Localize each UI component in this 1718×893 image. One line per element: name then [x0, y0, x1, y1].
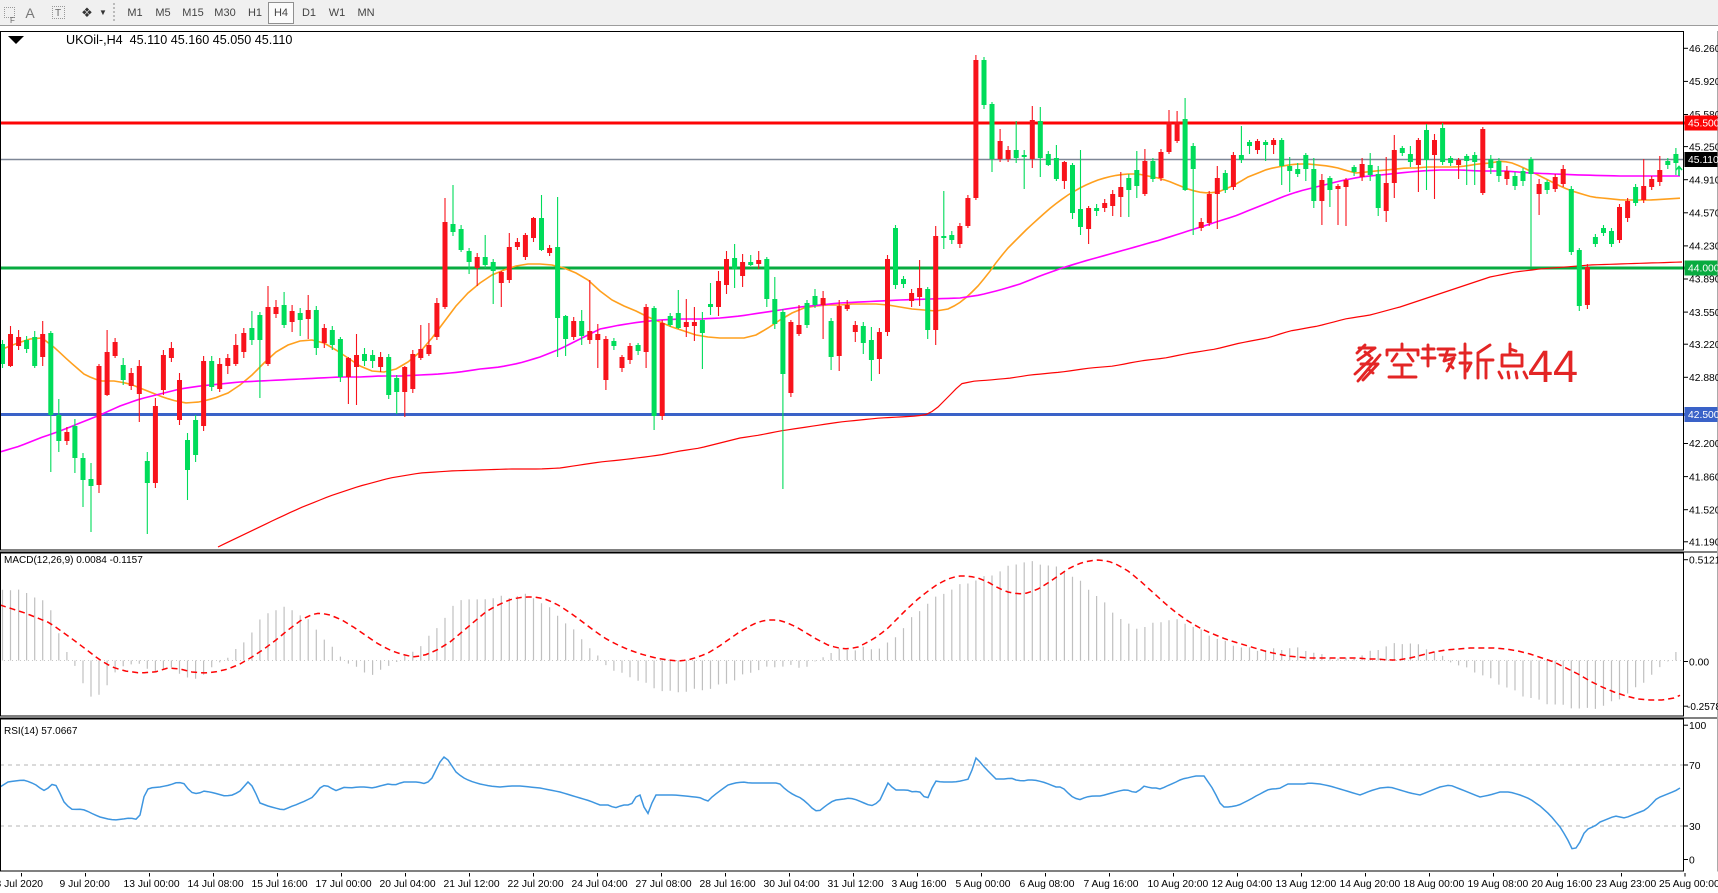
svg-text:MACD(12,26,9) 0.0084 -0.1157: MACD(12,26,9) 0.0084 -0.1157	[4, 555, 143, 566]
svg-text:5 Aug 00:00: 5 Aug 00:00	[956, 879, 1011, 890]
svg-text:25 Aug 00:00: 25 Aug 00:00	[1659, 879, 1718, 890]
svg-text:28 Jul 16:00: 28 Jul 16:00	[700, 879, 756, 890]
svg-text:30 Jul 04:00: 30 Jul 04:00	[764, 879, 820, 890]
svg-text:42.200: 42.200	[1689, 439, 1718, 450]
svg-text:10 Aug 20:00: 10 Aug 20:00	[1148, 879, 1209, 890]
svg-text:43.220: 43.220	[1689, 340, 1718, 351]
svg-text:43.550: 43.550	[1689, 308, 1718, 319]
svg-text:17 Jul 00:00: 17 Jul 00:00	[316, 879, 372, 890]
svg-text:6 Aug 08:00: 6 Aug 08:00	[1020, 879, 1075, 890]
svg-text:45.500: 45.500	[1688, 119, 1718, 130]
svg-text:42.880: 42.880	[1689, 373, 1718, 384]
svg-text:41.860: 41.860	[1689, 472, 1718, 483]
svg-text:13 Jul 00:00: 13 Jul 00:00	[124, 879, 180, 890]
svg-text:19 Aug 08:00: 19 Aug 08:00	[1468, 879, 1529, 890]
svg-text:RSI(14) 57.0667: RSI(14) 57.0667	[4, 726, 78, 737]
svg-text:9 Jul 20:00: 9 Jul 20:00	[60, 879, 111, 890]
svg-text:-0.2578: -0.2578	[1687, 702, 1718, 713]
svg-text:15 Jul 16:00: 15 Jul 16:00	[252, 879, 308, 890]
svg-text:7 Aug 16:00: 7 Aug 16:00	[1084, 879, 1139, 890]
svg-text:20 Aug 16:00: 20 Aug 16:00	[1532, 879, 1593, 890]
svg-text:0: 0	[1689, 855, 1695, 866]
svg-text:12 Aug 04:00: 12 Aug 04:00	[1212, 879, 1273, 890]
svg-text:UKOil-,H4 45.110 45.160 45.05: UKOil-,H4 45.110 45.160 45.050 45.110	[66, 33, 292, 47]
svg-text:44.570: 44.570	[1689, 209, 1718, 220]
svg-text:44.230: 44.230	[1689, 242, 1718, 253]
svg-text:70: 70	[1689, 761, 1701, 772]
svg-text:41.190: 41.190	[1689, 538, 1718, 549]
svg-text:13 Aug 12:00: 13 Aug 12:00	[1276, 879, 1337, 890]
svg-text:18 Aug 00:00: 18 Aug 00:00	[1404, 879, 1465, 890]
svg-text:24 Jul 04:00: 24 Jul 04:00	[572, 879, 628, 890]
svg-text:44.000: 44.000	[1688, 264, 1718, 275]
svg-text:45.920: 45.920	[1689, 77, 1718, 88]
svg-text:22 Jul 20:00: 22 Jul 20:00	[508, 879, 564, 890]
svg-text:20 Jul 04:00: 20 Jul 04:00	[380, 879, 436, 890]
svg-text:3 Aug 16:00: 3 Aug 16:00	[892, 879, 947, 890]
svg-text:3 Jul 2020: 3 Jul 2020	[0, 879, 43, 890]
svg-text:46.260: 46.260	[1689, 44, 1718, 55]
svg-text:0.00: 0.00	[1689, 657, 1709, 668]
svg-text:44.910: 44.910	[1689, 175, 1718, 186]
svg-text:45.110: 45.110	[1688, 155, 1718, 166]
svg-text:44: 44	[1528, 341, 1578, 392]
svg-text:14 Jul 08:00: 14 Jul 08:00	[188, 879, 244, 890]
svg-text:14 Aug 20:00: 14 Aug 20:00	[1340, 879, 1401, 890]
svg-text:100: 100	[1689, 721, 1706, 732]
svg-text:45.250: 45.250	[1689, 142, 1718, 153]
svg-text:21 Jul 12:00: 21 Jul 12:00	[444, 879, 500, 890]
svg-text:0.5121: 0.5121	[1689, 556, 1718, 567]
svg-text:23 Aug 23:00: 23 Aug 23:00	[1596, 879, 1657, 890]
svg-text:42.500: 42.500	[1688, 410, 1718, 421]
svg-text:27 Jul 08:00: 27 Jul 08:00	[636, 879, 692, 890]
svg-text:31 Jul 12:00: 31 Jul 12:00	[828, 879, 884, 890]
svg-text:43.890: 43.890	[1689, 275, 1718, 286]
svg-text:30: 30	[1689, 822, 1701, 833]
svg-text:41.520: 41.520	[1689, 505, 1718, 516]
